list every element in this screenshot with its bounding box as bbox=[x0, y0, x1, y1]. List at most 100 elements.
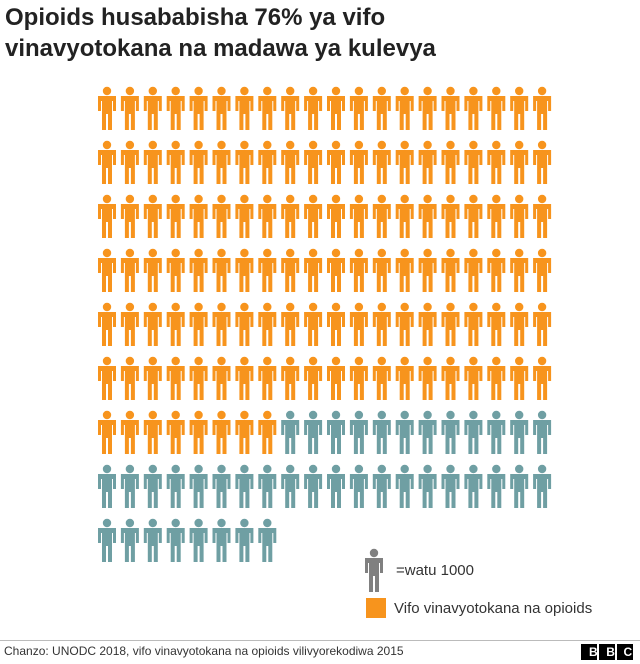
icon-head bbox=[125, 518, 135, 528]
person-icon bbox=[120, 302, 139, 346]
person-icon bbox=[166, 140, 185, 184]
icon-body bbox=[235, 204, 254, 238]
legend-label: Vifo vinavyotokana na opioids bbox=[394, 600, 592, 617]
person-icon bbox=[372, 194, 391, 238]
icon-body bbox=[327, 204, 345, 238]
person-icon bbox=[98, 464, 116, 508]
icon-head bbox=[125, 248, 135, 258]
person-icon bbox=[281, 302, 300, 346]
icon-body bbox=[464, 312, 483, 346]
icon-body bbox=[281, 204, 300, 238]
person-icon bbox=[212, 140, 231, 184]
icon-head bbox=[263, 410, 272, 420]
icon-head bbox=[377, 464, 386, 474]
person-icon bbox=[143, 302, 162, 346]
icon-body bbox=[372, 474, 391, 508]
icon-head bbox=[308, 86, 318, 96]
icon-head bbox=[400, 86, 409, 96]
icon-body bbox=[143, 150, 162, 184]
icon-body bbox=[143, 420, 162, 454]
person-icon bbox=[304, 302, 323, 346]
icon-head bbox=[194, 248, 203, 258]
icon-head bbox=[217, 356, 226, 366]
icon-head bbox=[354, 194, 364, 204]
person-icon bbox=[120, 356, 139, 400]
icon-body bbox=[189, 366, 208, 400]
icon-body bbox=[464, 420, 483, 454]
icon-head bbox=[515, 86, 524, 96]
person-icon bbox=[235, 248, 254, 292]
icon-head bbox=[217, 518, 226, 528]
icon-body bbox=[235, 528, 254, 562]
icon-body bbox=[304, 366, 323, 400]
person-icon bbox=[120, 86, 139, 130]
person-icon bbox=[120, 518, 139, 562]
icon-head bbox=[354, 356, 364, 366]
person-icon bbox=[189, 356, 208, 400]
person-icon bbox=[464, 86, 483, 130]
person-icon bbox=[441, 140, 460, 184]
icon-head bbox=[286, 86, 295, 96]
icon-head bbox=[263, 194, 272, 204]
person-icon bbox=[464, 464, 483, 508]
icon-head bbox=[125, 194, 135, 204]
person-icon bbox=[235, 356, 254, 400]
icon-body bbox=[189, 312, 208, 346]
icon-body bbox=[510, 96, 529, 130]
icon-head bbox=[515, 194, 524, 204]
person-icon bbox=[258, 464, 277, 508]
icon-head bbox=[148, 248, 157, 258]
icon-head bbox=[194, 464, 203, 474]
icon-head bbox=[263, 86, 272, 96]
icon-head bbox=[102, 194, 112, 204]
icon-body bbox=[418, 312, 437, 346]
icon-head bbox=[148, 140, 157, 150]
person-icon bbox=[418, 356, 437, 400]
icon-body bbox=[98, 150, 116, 184]
icon-head bbox=[377, 140, 386, 150]
icon-body bbox=[349, 258, 368, 292]
icon-body bbox=[258, 96, 277, 130]
person-icon bbox=[98, 518, 116, 562]
icon-body bbox=[487, 204, 506, 238]
icon-head bbox=[102, 356, 112, 366]
icon-body bbox=[235, 150, 254, 184]
icon-body bbox=[487, 366, 506, 400]
person-icon bbox=[189, 518, 208, 562]
icon-head bbox=[331, 194, 341, 204]
icon-body bbox=[166, 528, 185, 562]
icon-body bbox=[487, 150, 506, 184]
person-icon bbox=[212, 410, 231, 454]
icon-body bbox=[510, 204, 529, 238]
person-icon bbox=[120, 464, 139, 508]
icon-body bbox=[304, 420, 323, 454]
icon-body bbox=[395, 150, 414, 184]
icon-body bbox=[281, 366, 300, 400]
person-icon bbox=[418, 410, 437, 454]
icon-head bbox=[331, 410, 341, 420]
icon-body bbox=[464, 96, 483, 130]
icon-body bbox=[304, 204, 323, 238]
icon-body bbox=[487, 258, 506, 292]
icon-head bbox=[400, 356, 409, 366]
icon-head bbox=[171, 194, 180, 204]
icon-body bbox=[487, 96, 506, 130]
icon-body bbox=[235, 474, 254, 508]
icon-head bbox=[125, 86, 135, 96]
icon-head bbox=[148, 518, 157, 528]
icon-head bbox=[423, 140, 432, 150]
icon-head bbox=[515, 248, 524, 258]
icon-head bbox=[331, 140, 341, 150]
person-icon bbox=[510, 194, 529, 238]
icon-head bbox=[308, 140, 318, 150]
person-icon bbox=[533, 302, 552, 346]
icon-head bbox=[171, 464, 180, 474]
icon-body bbox=[189, 474, 208, 508]
icon-body bbox=[212, 366, 231, 400]
icon-body bbox=[189, 204, 208, 238]
icon-body bbox=[143, 204, 162, 238]
icon-head bbox=[194, 518, 203, 528]
person-icon bbox=[327, 248, 345, 292]
icon-head bbox=[102, 302, 112, 312]
